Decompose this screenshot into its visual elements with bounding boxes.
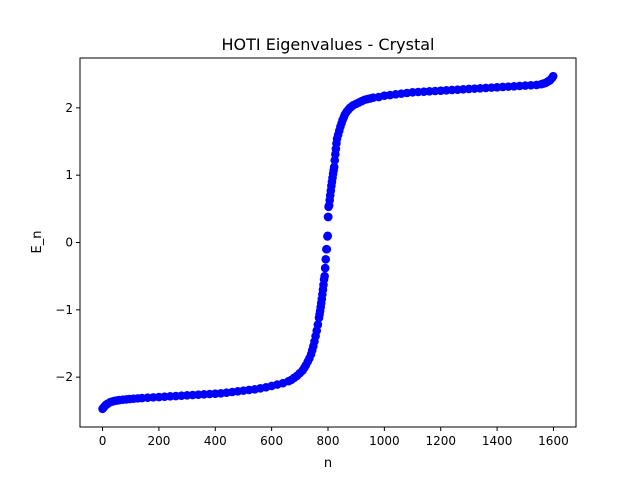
x-axis-label: n: [324, 456, 332, 471]
x-tick-label: 800: [317, 434, 340, 448]
y-tick-label: −2: [55, 370, 73, 384]
data-point: [321, 255, 331, 264]
data-point: [548, 71, 558, 81]
y-tick-label: 2: [65, 101, 73, 115]
x-tick-label: 0: [99, 434, 107, 448]
x-tick-label: 200: [147, 434, 170, 448]
data-point: [313, 320, 323, 329]
data-markers: [98, 71, 558, 414]
data-point: [320, 263, 330, 273]
axis-ticks: 0 200 400 600 800 1000 1200 1400 1600 −2 −1 0 1 2: [55, 101, 568, 448]
x-tick-label: 1200: [425, 434, 456, 448]
chart-title: HOTI Eigenvalues - Crystal: [222, 35, 435, 54]
x-tick-label: 1600: [538, 434, 569, 448]
x-tick-label: 1400: [482, 434, 513, 448]
data-point: [329, 162, 339, 172]
data-point: [323, 231, 333, 241]
x-tick-label: 400: [204, 434, 227, 448]
y-axis-label: E_n: [30, 231, 45, 254]
data-point: [323, 212, 333, 222]
data-point: [320, 271, 329, 281]
y-tick-label: 1: [65, 168, 73, 182]
x-tick-label: 600: [260, 434, 283, 448]
x-tick-label: 1000: [369, 434, 400, 448]
y-tick-label: 0: [65, 236, 73, 250]
data-point: [322, 244, 332, 254]
y-tick-label: −1: [55, 303, 73, 317]
